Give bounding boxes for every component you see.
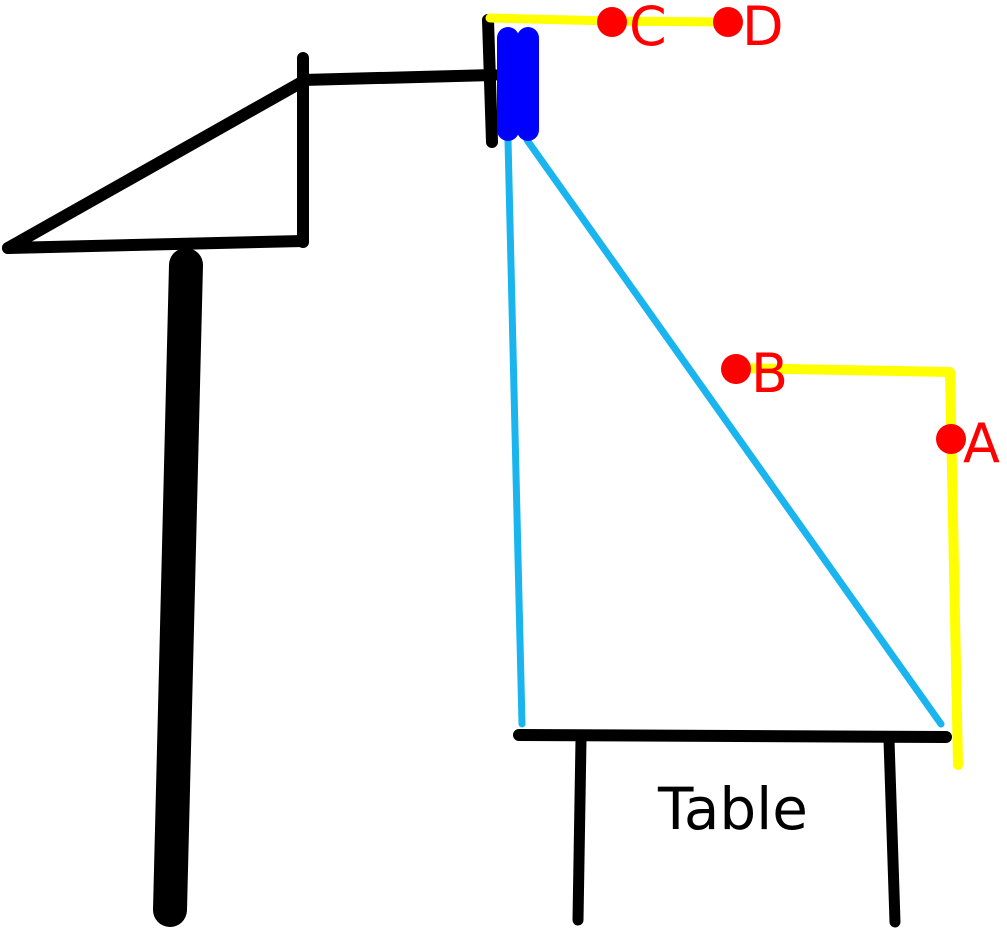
point-d: D (713, 0, 784, 58)
arm-diagonal (2, 76, 308, 254)
mount-plate (482, 14, 498, 148)
table-label: Table (657, 775, 808, 843)
arm-horizontal (297, 69, 500, 86)
point-a-marker (936, 424, 966, 454)
point-d-marker (713, 7, 743, 37)
table-top (513, 729, 952, 743)
beam-diagonal (523, 136, 945, 728)
point-a-label: A (963, 412, 1000, 475)
point-c-label: C (629, 0, 667, 58)
right-path (733, 363, 963, 770)
table-leg-right (883, 734, 901, 928)
device (497, 27, 539, 141)
point-c-marker (597, 7, 627, 37)
stand-post (153, 248, 203, 927)
point-b: B (721, 342, 788, 405)
point-c: C (597, 0, 667, 58)
beam-left (504, 136, 526, 728)
point-b-marker (721, 354, 751, 384)
point-b-label: B (751, 342, 788, 405)
point-d-label: D (742, 0, 784, 58)
point-a: A (936, 412, 1000, 475)
table-leg-left (572, 734, 587, 926)
table: Table (513, 729, 952, 928)
stand-structure (2, 14, 500, 927)
light-beams (504, 136, 945, 728)
arm-base (2, 235, 309, 254)
